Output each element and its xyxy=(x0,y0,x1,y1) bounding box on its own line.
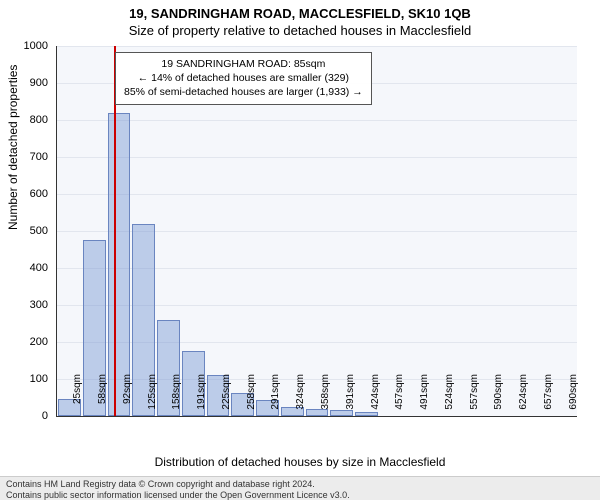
x-tick: 457sqm xyxy=(394,374,405,410)
x-tick: 624sqm xyxy=(518,374,529,410)
x-tick: 125sqm xyxy=(147,374,158,410)
footer-line2: Contains public sector information licen… xyxy=(6,490,594,501)
title-block: 19, SANDRINGHAM ROAD, MACCLESFIELD, SK10… xyxy=(0,0,600,38)
y-tick: 900 xyxy=(0,77,48,89)
x-tick: 358sqm xyxy=(320,374,331,410)
y-tick: 0 xyxy=(0,410,48,422)
footer-line1: Contains HM Land Registry data © Crown c… xyxy=(6,479,594,490)
x-tick: 690sqm xyxy=(568,374,579,410)
info-line: 19 SANDRINGHAM ROAD: 85sqm xyxy=(124,57,363,71)
x-tick: 424sqm xyxy=(370,374,381,410)
y-tick: 400 xyxy=(0,262,48,274)
histogram-bar xyxy=(306,409,329,416)
histogram-bar xyxy=(355,412,378,416)
x-tick: 491sqm xyxy=(419,374,430,410)
x-tick: 557sqm xyxy=(469,374,480,410)
histogram-bar xyxy=(108,113,131,416)
x-tick: 324sqm xyxy=(295,374,306,410)
gridline xyxy=(57,46,577,47)
x-tick: 191sqm xyxy=(196,374,207,410)
chart-area: 19 SANDRINGHAM ROAD: 85sqm← 14% of detac… xyxy=(56,46,576,416)
x-tick: 291sqm xyxy=(270,374,281,410)
footer: Contains HM Land Registry data © Crown c… xyxy=(0,476,600,500)
title-address: 19, SANDRINGHAM ROAD, MACCLESFIELD, SK10… xyxy=(0,6,600,21)
x-tick: 524sqm xyxy=(444,374,455,410)
gridline xyxy=(57,120,577,121)
y-tick: 600 xyxy=(0,188,48,200)
gridline xyxy=(57,157,577,158)
info-line: ← 14% of detached houses are smaller (32… xyxy=(124,71,363,85)
gridline xyxy=(57,194,577,195)
chart-container: 19, SANDRINGHAM ROAD, MACCLESFIELD, SK10… xyxy=(0,0,600,500)
x-tick: 58sqm xyxy=(97,374,108,404)
title-subtitle: Size of property relative to detached ho… xyxy=(0,23,600,38)
info-line: 85% of semi-detached houses are larger (… xyxy=(124,85,363,99)
y-tick: 700 xyxy=(0,151,48,163)
x-tick: 92sqm xyxy=(122,374,133,404)
x-tick: 657sqm xyxy=(543,374,554,410)
histogram-bar xyxy=(330,410,353,416)
y-tick: 200 xyxy=(0,336,48,348)
plot-area: 19 SANDRINGHAM ROAD: 85sqm← 14% of detac… xyxy=(56,46,577,417)
y-tick: 1000 xyxy=(0,40,48,52)
x-tick: 158sqm xyxy=(171,374,182,410)
x-axis-label: Distribution of detached houses by size … xyxy=(0,455,600,469)
y-tick: 100 xyxy=(0,373,48,385)
x-tick: 258sqm xyxy=(246,374,257,410)
info-box: 19 SANDRINGHAM ROAD: 85sqm← 14% of detac… xyxy=(115,52,372,105)
y-tick: 800 xyxy=(0,114,48,126)
x-tick: 225sqm xyxy=(221,374,232,410)
x-tick: 391sqm xyxy=(345,374,356,410)
y-axis-label: Number of detached properties xyxy=(6,65,20,230)
y-tick: 500 xyxy=(0,225,48,237)
y-tick: 300 xyxy=(0,299,48,311)
x-tick: 25sqm xyxy=(72,374,83,404)
x-tick: 590sqm xyxy=(493,374,504,410)
